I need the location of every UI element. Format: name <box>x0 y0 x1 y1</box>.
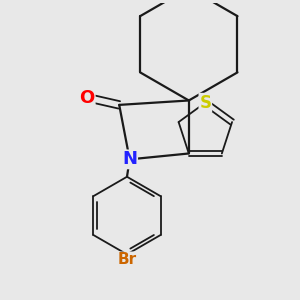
Text: Br: Br <box>117 252 136 267</box>
Text: O: O <box>80 89 95 107</box>
Text: N: N <box>122 150 137 168</box>
Text: S: S <box>199 94 211 112</box>
